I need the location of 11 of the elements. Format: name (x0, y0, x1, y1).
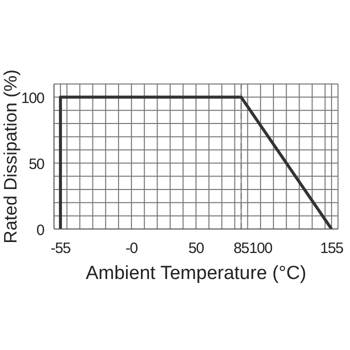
y-axis-title: Rated Dissipation (%) (0, 69, 20, 244)
y-tick-label: 50 (28, 156, 44, 174)
x-tick-label: -55 (50, 240, 71, 257)
x-tick-label: -0 (125, 240, 138, 257)
x-tick-label: 50 (188, 240, 204, 257)
x-tick-label: 85 (234, 240, 250, 257)
x-tick-label: 155 (320, 240, 344, 257)
x-axis-title: Ambient Temperature (°C) (86, 263, 306, 284)
y-tick-label: 100 (21, 90, 44, 108)
y-tick-label: 0 (36, 222, 44, 239)
x-tick-label: 100 (249, 240, 272, 257)
